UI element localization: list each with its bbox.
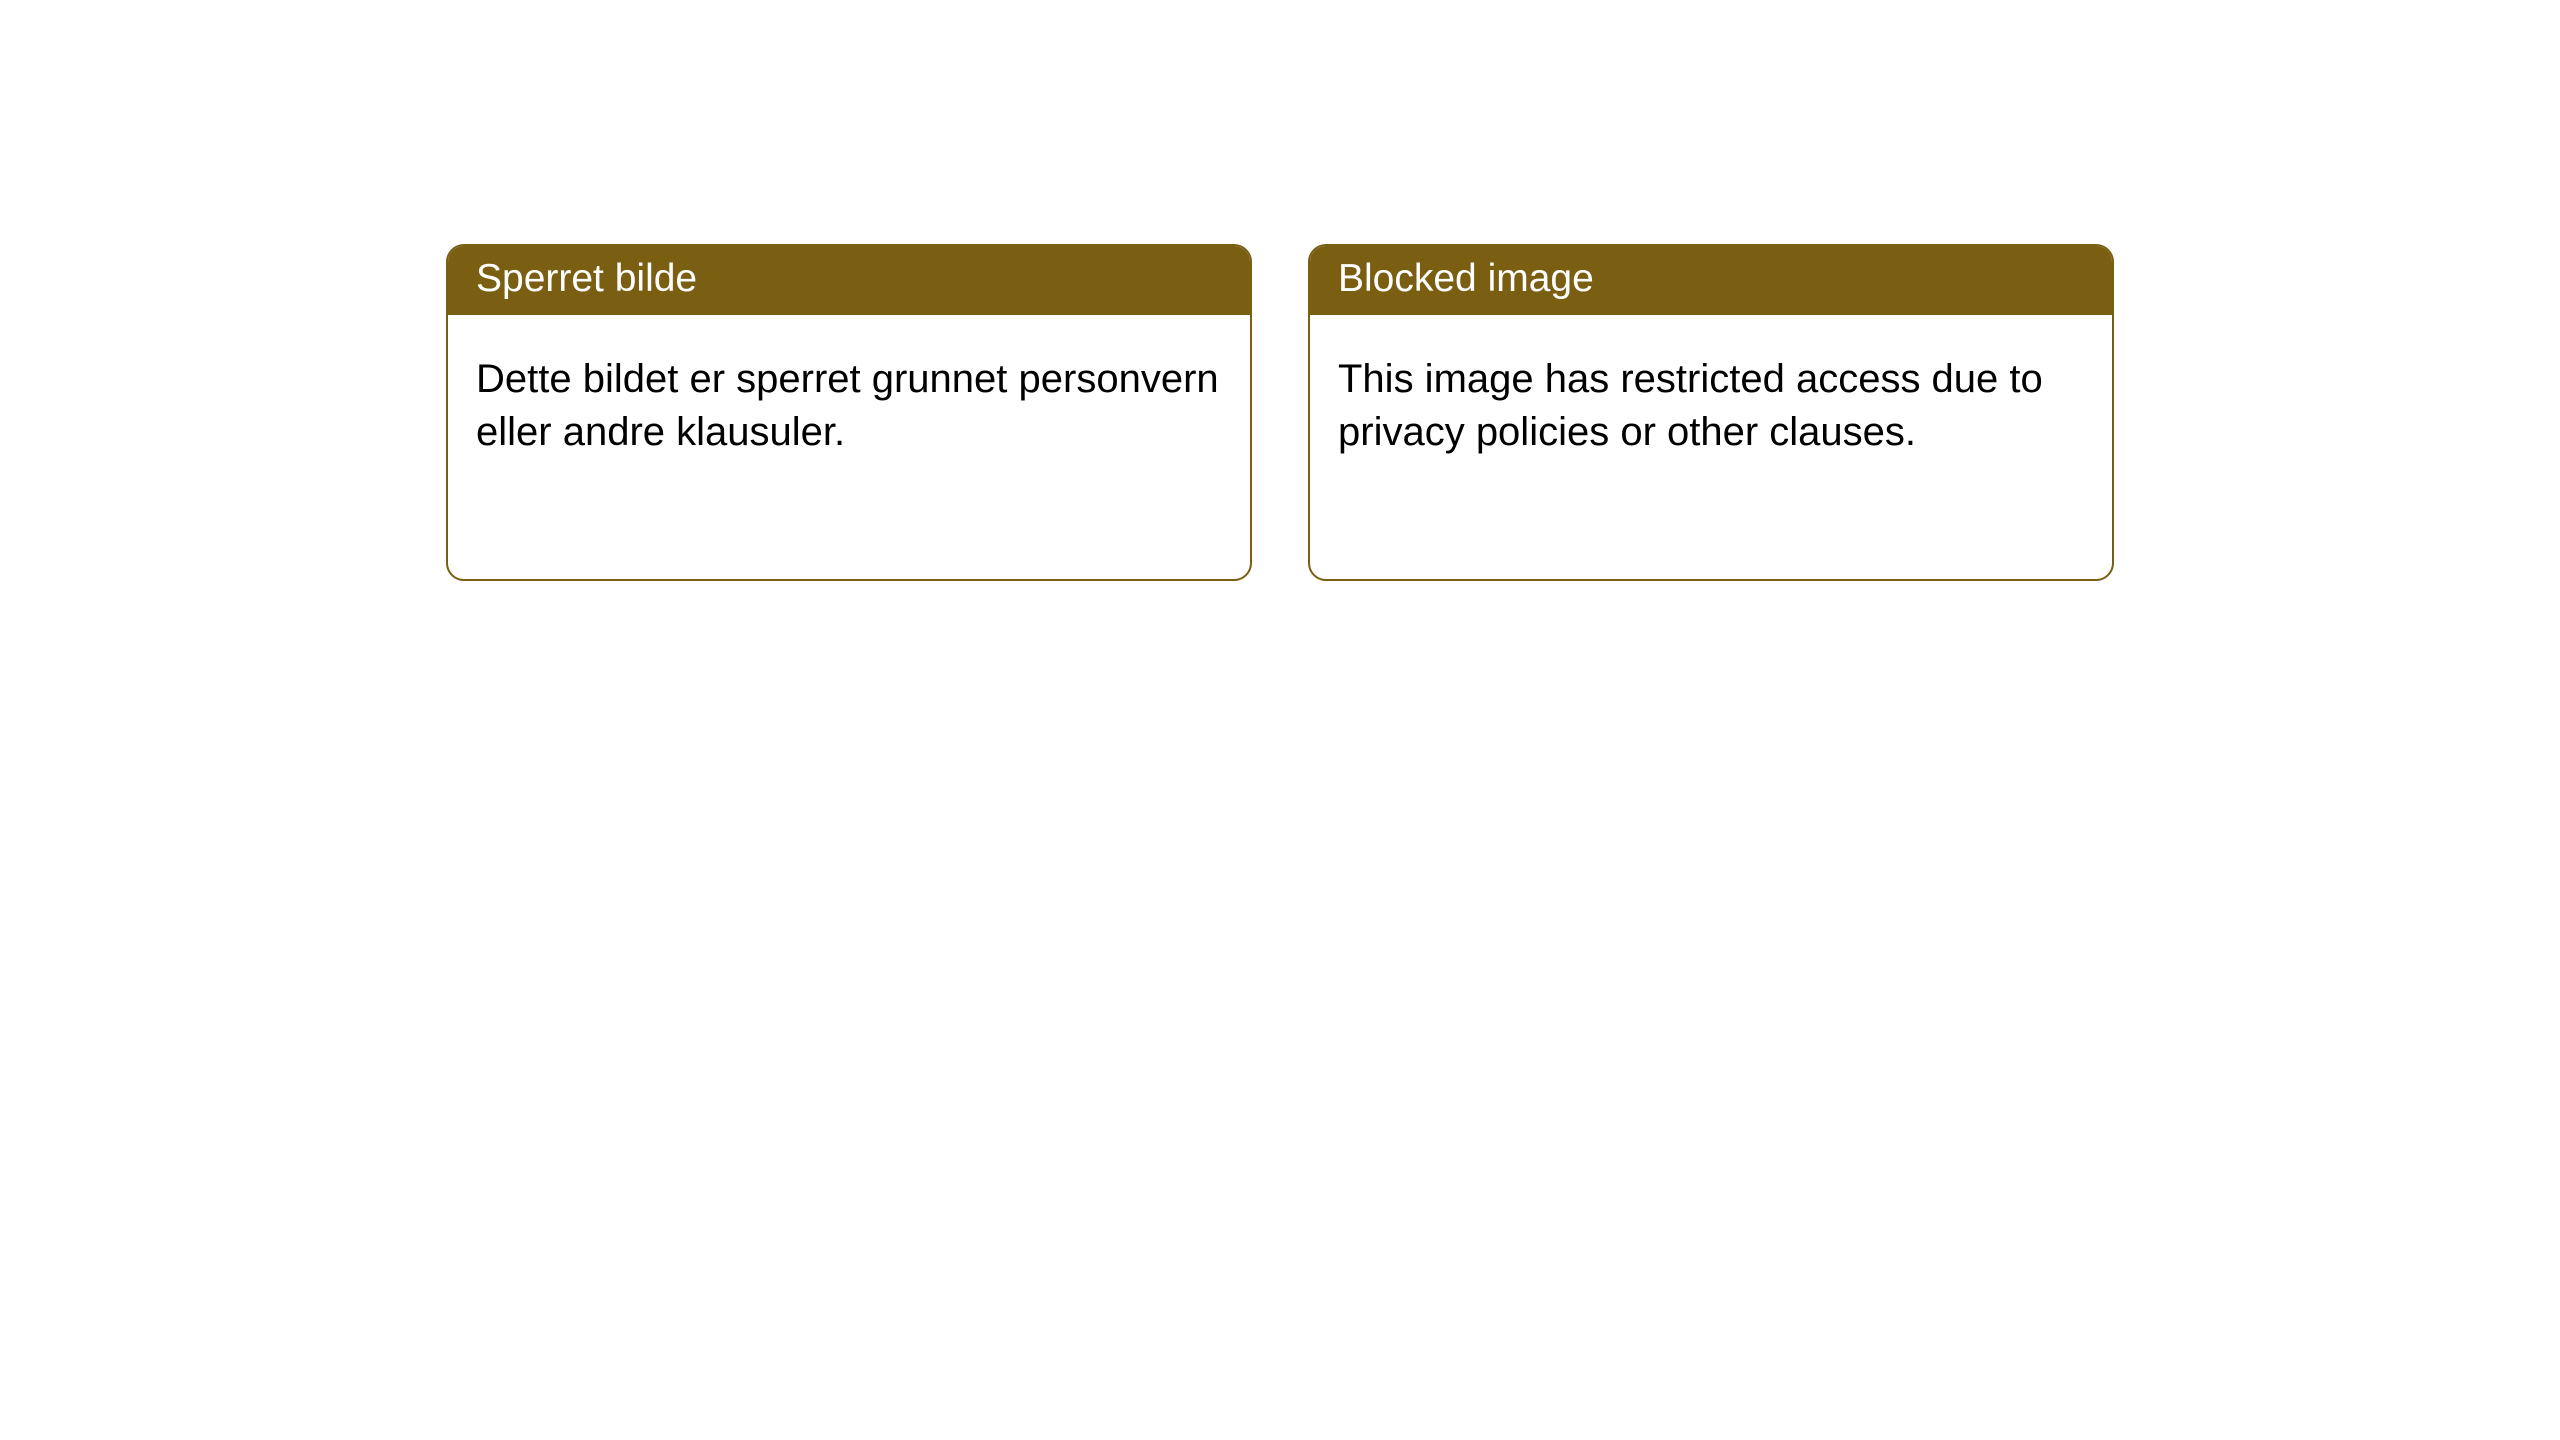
card-header-english: Blocked image — [1310, 246, 2112, 315]
card-english: Blocked image This image has restricted … — [1308, 244, 2114, 581]
card-header-norwegian: Sperret bilde — [448, 246, 1250, 315]
cards-container: Sperret bilde Dette bildet er sperret gr… — [0, 0, 2560, 581]
card-body-english: This image has restricted access due to … — [1310, 315, 2112, 497]
card-title-norwegian: Sperret bilde — [476, 257, 697, 300]
card-title-english: Blocked image — [1338, 257, 1594, 300]
card-text-norwegian: Dette bildet er sperret grunnet personve… — [476, 357, 1219, 454]
card-norwegian: Sperret bilde Dette bildet er sperret gr… — [446, 244, 1252, 581]
card-text-english: This image has restricted access due to … — [1338, 357, 2043, 454]
card-body-norwegian: Dette bildet er sperret grunnet personve… — [448, 315, 1250, 497]
